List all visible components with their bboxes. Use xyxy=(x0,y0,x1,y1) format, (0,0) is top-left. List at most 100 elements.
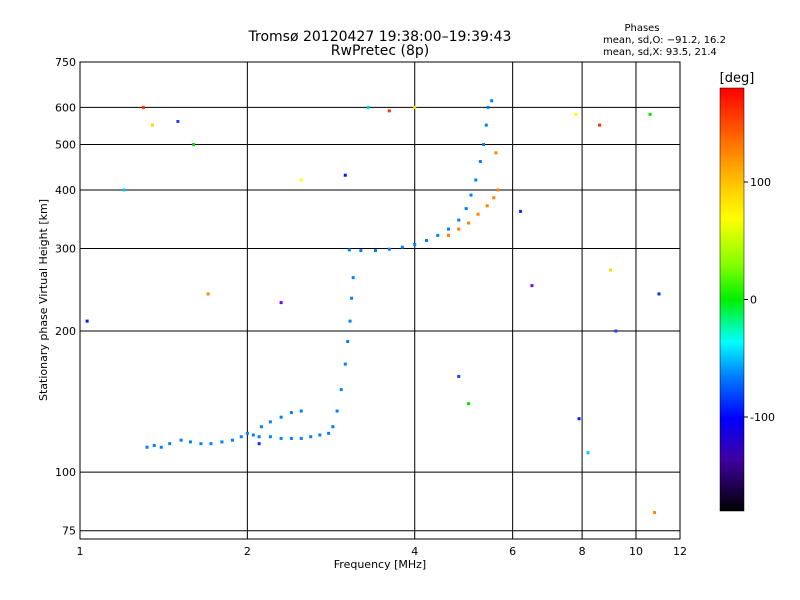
phases-title: Phases xyxy=(624,23,659,34)
y-tick-label: 400 xyxy=(55,184,76,197)
y-tick-label: 100 xyxy=(55,466,76,479)
data-point xyxy=(209,442,213,446)
data-point xyxy=(268,420,272,424)
data-point xyxy=(220,440,224,444)
y-tick-label: 750 xyxy=(55,56,76,69)
data-point xyxy=(609,268,613,272)
data-point xyxy=(485,204,489,208)
colorbar-tick-label: 100 xyxy=(750,176,771,189)
y-tick-label: 300 xyxy=(55,243,76,256)
data-point xyxy=(657,292,661,296)
data-point xyxy=(614,329,618,333)
y-tick-label: 200 xyxy=(55,325,76,338)
x-axis-label: Frequency [MHz] xyxy=(334,558,426,571)
colorbar-label: [deg] xyxy=(720,71,755,86)
data-point xyxy=(425,239,429,243)
data-point xyxy=(179,438,183,442)
data-point xyxy=(168,442,172,446)
data-point xyxy=(648,112,652,116)
series-1 xyxy=(347,99,494,253)
x-tick-label: 6 xyxy=(509,545,516,558)
x-tick-label: 10 xyxy=(629,545,643,558)
y-tick-label: 75 xyxy=(62,525,76,538)
data-point xyxy=(150,123,154,127)
data-point xyxy=(496,188,500,192)
data-point xyxy=(299,178,303,182)
x-tick-label: 1 xyxy=(77,545,84,558)
plot-frame xyxy=(79,61,681,540)
data-point xyxy=(152,443,156,447)
data-point xyxy=(257,442,261,446)
data-point xyxy=(413,242,417,246)
data-point xyxy=(476,212,480,216)
data-point xyxy=(494,151,498,155)
data-point xyxy=(245,431,249,435)
colorbar xyxy=(719,87,745,512)
phases-o-mode: mean, sd,O: −91.2, 16.2 xyxy=(603,35,726,46)
chart-title: Tromsø 20120427 19:38:00–19:39:43 xyxy=(248,29,512,45)
data-point xyxy=(486,105,490,109)
data-point xyxy=(474,178,478,182)
data-point xyxy=(331,425,335,429)
x-tick-label: 4 xyxy=(411,545,418,558)
data-point xyxy=(350,296,354,300)
data-point xyxy=(446,227,450,231)
data-point xyxy=(268,435,272,439)
data-point xyxy=(577,417,581,421)
y-axis-label: Stationary phase Virtual Height [km] xyxy=(37,199,50,401)
data-point xyxy=(159,445,163,449)
data-point xyxy=(299,409,303,413)
data-point xyxy=(191,143,195,147)
data-point xyxy=(457,218,461,222)
data-point xyxy=(446,233,450,237)
y-tick-label: 600 xyxy=(55,101,76,114)
data-point xyxy=(598,123,602,127)
x-tick-label: 8 xyxy=(579,545,586,558)
data-point xyxy=(85,319,89,323)
data-point xyxy=(289,436,293,440)
plot-area xyxy=(80,61,680,539)
data-point xyxy=(239,435,243,439)
data-point xyxy=(348,319,352,323)
data-point xyxy=(318,433,322,437)
data-point xyxy=(279,301,283,305)
data-point xyxy=(387,109,391,113)
data-point xyxy=(478,160,482,164)
phases-x-mode: mean, sd,X: 93.5, 21.4 xyxy=(603,47,717,58)
x-tick-label: 2 xyxy=(244,545,251,558)
data-point xyxy=(206,292,210,296)
series-3 xyxy=(85,105,661,515)
data-point xyxy=(335,409,339,413)
data-point xyxy=(469,193,473,197)
data-point xyxy=(176,119,180,123)
data-point xyxy=(343,362,347,366)
colorbar-ticks: 100 0 -100 xyxy=(744,176,775,424)
data-point xyxy=(490,99,494,103)
data-point xyxy=(366,105,370,109)
data-point xyxy=(259,425,263,429)
data-point xyxy=(199,442,203,446)
data-point xyxy=(359,249,363,253)
data-point xyxy=(482,143,486,147)
data-point xyxy=(339,388,343,392)
data-point xyxy=(387,247,391,251)
data-point xyxy=(279,415,283,419)
data-point xyxy=(299,436,303,440)
data-point xyxy=(464,207,468,211)
data-point xyxy=(343,173,347,177)
data-point xyxy=(251,433,255,437)
colorbar-tick-label: 0 xyxy=(750,294,757,307)
data-point xyxy=(257,435,261,439)
data-point xyxy=(484,123,488,127)
data-point xyxy=(457,227,461,231)
data-point xyxy=(347,248,351,252)
data-point xyxy=(457,374,461,378)
data-point xyxy=(230,438,234,442)
series-2 xyxy=(446,188,500,237)
data-point xyxy=(436,233,440,237)
data-point xyxy=(586,451,590,455)
colorbar-tick-label: -100 xyxy=(750,411,775,424)
data-point xyxy=(519,209,523,213)
data-point xyxy=(400,245,404,249)
